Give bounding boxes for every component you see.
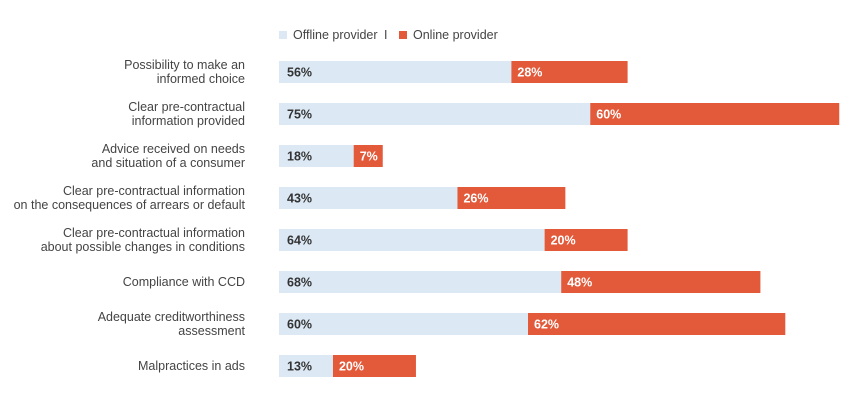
bar-offline bbox=[279, 229, 545, 251]
category-label-line: information provided bbox=[132, 114, 245, 128]
value-labels: 56% 28% 75% 60% 18% 7% 43% 26% 64% 20% 68% 48% 60% 62… bbox=[287, 66, 621, 374]
category-labels: Possibility to make an informed choice Cle… bbox=[14, 58, 246, 373]
value-label-online: 20% bbox=[551, 234, 576, 248]
category-label-line: and situation of a consumer bbox=[91, 156, 245, 170]
category-label: Clear pre-contractual information about p… bbox=[41, 226, 245, 254]
legend: Offline provider I Online provider bbox=[279, 28, 498, 42]
category-label: Compliance with CCD bbox=[123, 275, 245, 289]
category-label-line: Clear pre-contractual information bbox=[63, 184, 245, 198]
category-label-line: Clear pre-contractual bbox=[128, 100, 245, 114]
value-label-offline: 64% bbox=[287, 234, 312, 248]
legend-swatch-online bbox=[399, 31, 407, 39]
value-label-online: 48% bbox=[567, 276, 592, 290]
bar-online bbox=[590, 103, 840, 125]
value-label-online: 7% bbox=[360, 150, 378, 164]
value-label-offline: 18% bbox=[287, 150, 312, 164]
bar-online bbox=[353, 145, 383, 167]
category-label-line: Advice received on needs bbox=[102, 142, 245, 156]
bar-online bbox=[511, 61, 628, 83]
bar-online bbox=[544, 229, 628, 251]
value-label-online: 60% bbox=[596, 108, 621, 122]
bar-offline bbox=[279, 145, 354, 167]
category-label-line: on the consequences of arrears or defaul… bbox=[14, 198, 246, 212]
bars bbox=[279, 61, 840, 377]
category-label: Clear pre-contractual information provide… bbox=[128, 100, 245, 128]
bar-offline bbox=[279, 313, 528, 335]
category-label: Possibility to make an informed choice bbox=[124, 58, 245, 86]
bar-online bbox=[457, 187, 566, 209]
bar-offline bbox=[279, 355, 333, 377]
value-label-online: 62% bbox=[534, 318, 559, 332]
bar-online bbox=[332, 355, 416, 377]
value-label-online: 26% bbox=[463, 192, 488, 206]
value-label-offline: 75% bbox=[287, 108, 312, 122]
value-label-offline: 68% bbox=[287, 276, 312, 290]
value-label-online: 28% bbox=[517, 66, 542, 80]
bar-offline bbox=[279, 103, 591, 125]
bar-online bbox=[528, 313, 786, 335]
category-label-line: Clear pre-contractual information bbox=[63, 226, 245, 240]
bar-offline bbox=[279, 271, 562, 293]
category-label: Adequate creditworthiness assessment bbox=[98, 310, 246, 338]
category-label-line: assessment bbox=[178, 324, 245, 338]
category-label-line: Adequate creditworthiness bbox=[98, 310, 245, 324]
legend-swatch-offline bbox=[279, 31, 287, 39]
bar-offline bbox=[279, 187, 458, 209]
legend-label-offline: Offline provider bbox=[293, 28, 378, 42]
category-label-line: informed choice bbox=[157, 72, 245, 86]
category-label: Advice received on needs and situation of… bbox=[91, 142, 245, 170]
category-label: Malpractices in ads bbox=[138, 359, 245, 373]
category-label-line: Malpractices in ads bbox=[138, 359, 245, 373]
value-label-offline: 43% bbox=[287, 192, 312, 206]
value-label-offline: 13% bbox=[287, 360, 312, 374]
legend-separator: I bbox=[384, 28, 387, 42]
category-label-line: Compliance with CCD bbox=[123, 275, 245, 289]
category-label: Clear pre-contractual information on the … bbox=[14, 184, 246, 212]
value-label-offline: 56% bbox=[287, 66, 312, 80]
value-label-offline: 60% bbox=[287, 318, 312, 332]
legend-label-online: Online provider bbox=[413, 28, 498, 42]
bar-offline bbox=[279, 61, 512, 83]
bar-online bbox=[561, 271, 761, 293]
category-label-line: about possible changes in conditions bbox=[41, 240, 245, 254]
category-label-line: Possibility to make an bbox=[124, 58, 245, 72]
value-label-online: 20% bbox=[339, 360, 364, 374]
